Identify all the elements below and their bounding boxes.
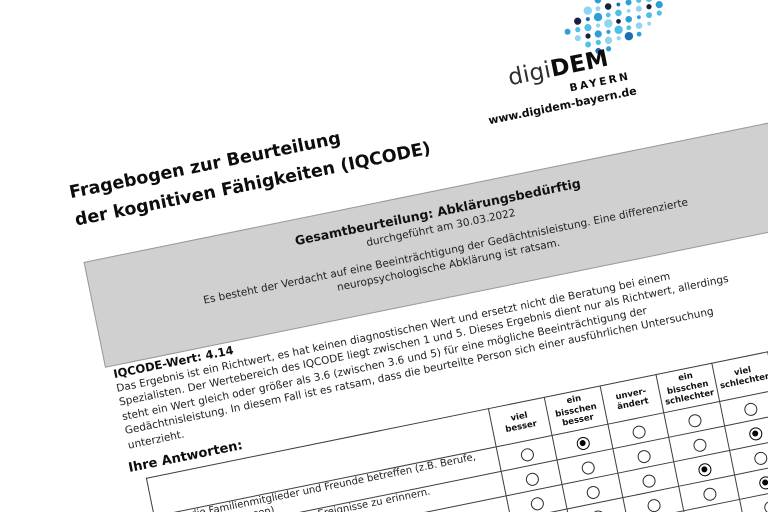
radio-row3-option2[interactable]: [640, 473, 657, 489]
radio-row3-option1[interactable]: [584, 484, 601, 500]
radio-row4-option2[interactable]: [645, 497, 662, 512]
radio-row3-option0[interactable]: [529, 495, 545, 512]
radio-row2-option0[interactable]: [524, 471, 540, 487]
radio-row1-option3[interactable]: [686, 412, 703, 429]
radio-row1-option1[interactable]: [575, 435, 591, 451]
digidem-logo: digiDEM BAYERN www.digidem-bayern.de: [467, 0, 718, 140]
radio-row2-option3[interactable]: [691, 437, 708, 453]
radio-row5-option4[interactable]: [762, 499, 768, 512]
brand-url: www.digidem-bayern.de: [487, 84, 638, 128]
radio-row1-option0[interactable]: [519, 446, 535, 463]
radio-row4-option3[interactable]: [701, 486, 717, 502]
radio-selected-dot: [578, 439, 587, 447]
radio-selected-dot: [761, 478, 768, 487]
radio-row2-option4[interactable]: [747, 425, 763, 442]
radio-selected-dot: [700, 465, 709, 474]
radio-row1-option4[interactable]: [742, 401, 758, 417]
radio-row3-option3[interactable]: [696, 461, 713, 478]
brand-word-light: digi: [505, 57, 554, 92]
radio-selected-dot: [751, 429, 760, 438]
radio-row2-option2[interactable]: [635, 448, 652, 464]
radio-row4-option4[interactable]: [757, 474, 768, 491]
digidem-dots-icon: [556, 0, 682, 65]
radio-row2-option1[interactable]: [579, 459, 596, 476]
radio-row3-option4[interactable]: [752, 450, 768, 466]
radio-row1-option2[interactable]: [630, 424, 647, 440]
